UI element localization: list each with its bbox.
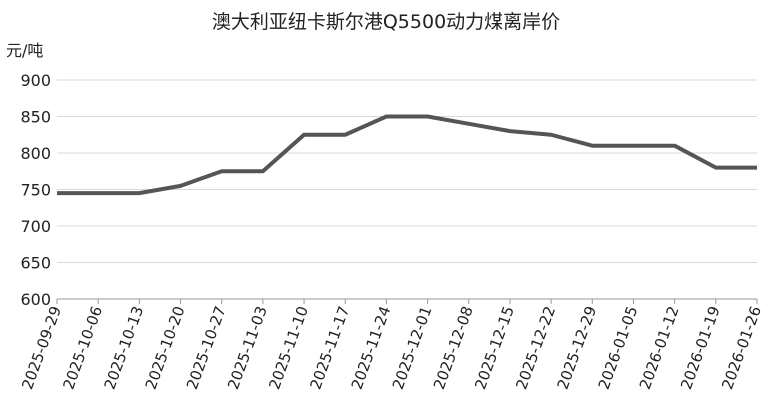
x-tick-label: 2025-11-24 (348, 304, 395, 392)
chart-title: 澳大利亚纽卡斯尔港Q5500动力煤离岸价 (212, 11, 560, 33)
x-tick-label: 2026-01-19 (677, 304, 724, 392)
x-tick-label: 2025-11-03 (224, 304, 271, 392)
x-tick-label: 2026-01-05 (595, 304, 642, 392)
y-tick-label: 800 (20, 144, 51, 163)
line-series (57, 114, 757, 196)
y-tick-label: 650 (20, 254, 51, 273)
x-tick-label: 2025-12-15 (471, 304, 518, 392)
x-tick-label: 2025-10-06 (59, 304, 106, 392)
y-tick-label: 700 (20, 217, 51, 236)
x-tick-label: 2025-12-29 (554, 304, 601, 392)
x-tick-label: 2025-12-22 (512, 304, 559, 392)
x-tick-label: 2026-01-12 (636, 304, 683, 392)
y-axis-label: 元/吨 (6, 41, 43, 60)
x-tick-label: 2025-10-13 (101, 304, 148, 392)
x-tick-label: 2025-10-20 (142, 304, 189, 392)
y-tick-label: 900 (20, 71, 51, 90)
x-tick-label: 2025-12-01 (389, 304, 436, 392)
x-tick-label: 2025-10-27 (183, 304, 230, 392)
x-tick-label: 2025-12-08 (430, 304, 477, 392)
x-tick-label: 2025-11-17 (306, 304, 353, 392)
y-tick-label: 600 (20, 290, 51, 309)
x-tick-label: 2026-01-26 (718, 304, 765, 392)
x-tick-label: 2025-09-29 (18, 304, 65, 392)
y-tick-label: 850 (20, 108, 51, 127)
x-tick-label: 2025-11-10 (265, 304, 312, 392)
y-tick-label: 750 (20, 181, 51, 200)
